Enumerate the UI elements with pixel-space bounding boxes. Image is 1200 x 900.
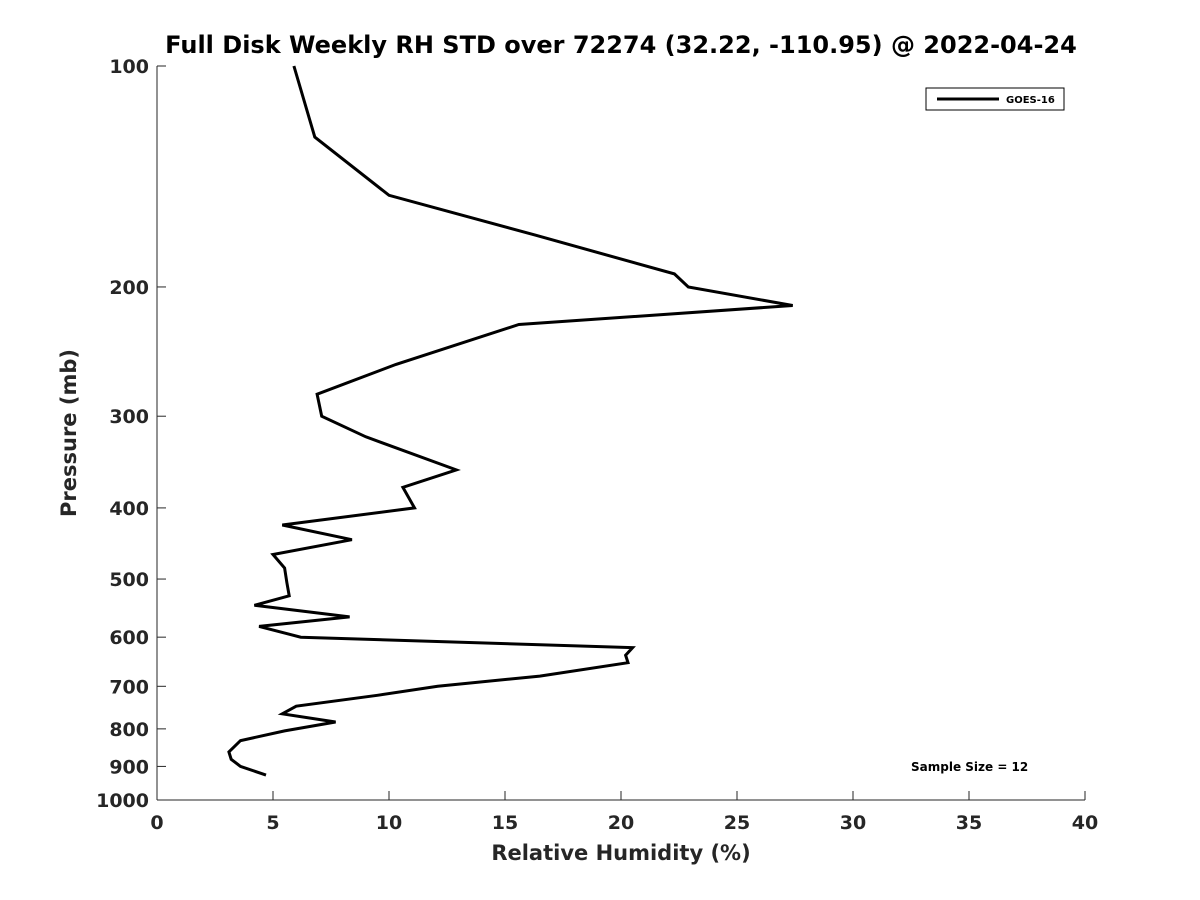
x-tick-label: 30: [840, 812, 866, 834]
y-axis-label: Pressure (mb): [57, 349, 81, 517]
legend-label-goes-16: GOES-16: [1006, 95, 1055, 106]
x-tick-label: 10: [376, 812, 402, 834]
legend: GOES-16: [926, 88, 1064, 110]
x-tick-label: 15: [492, 812, 518, 834]
y-tick-label: 900: [109, 756, 149, 778]
x-tick-label: 20: [608, 812, 634, 834]
x-tick-label: 35: [956, 812, 982, 834]
chart-title: Full Disk Weekly RH STD over 72274 (32.2…: [165, 31, 1077, 59]
x-tick-label: 0: [150, 812, 163, 834]
x-axis-label: Relative Humidity (%): [491, 841, 750, 865]
y-tick-label: 600: [109, 627, 149, 649]
y-tick-label: 700: [109, 676, 149, 698]
sample-size-annotation: Sample Size = 12: [911, 760, 1028, 774]
y-tick-label: 200: [109, 277, 149, 299]
x-tick-label: 25: [724, 812, 750, 834]
y-tick-label: 400: [109, 498, 149, 520]
y-tick-label: 800: [109, 719, 149, 741]
x-tick-label: 40: [1072, 812, 1098, 834]
x-tick-label: 5: [266, 812, 279, 834]
y-tick-label: 100: [109, 56, 149, 78]
y-tick-label: 500: [109, 569, 149, 591]
y-tick-label: 300: [109, 406, 149, 428]
y-tick-label: 1000: [96, 790, 149, 812]
